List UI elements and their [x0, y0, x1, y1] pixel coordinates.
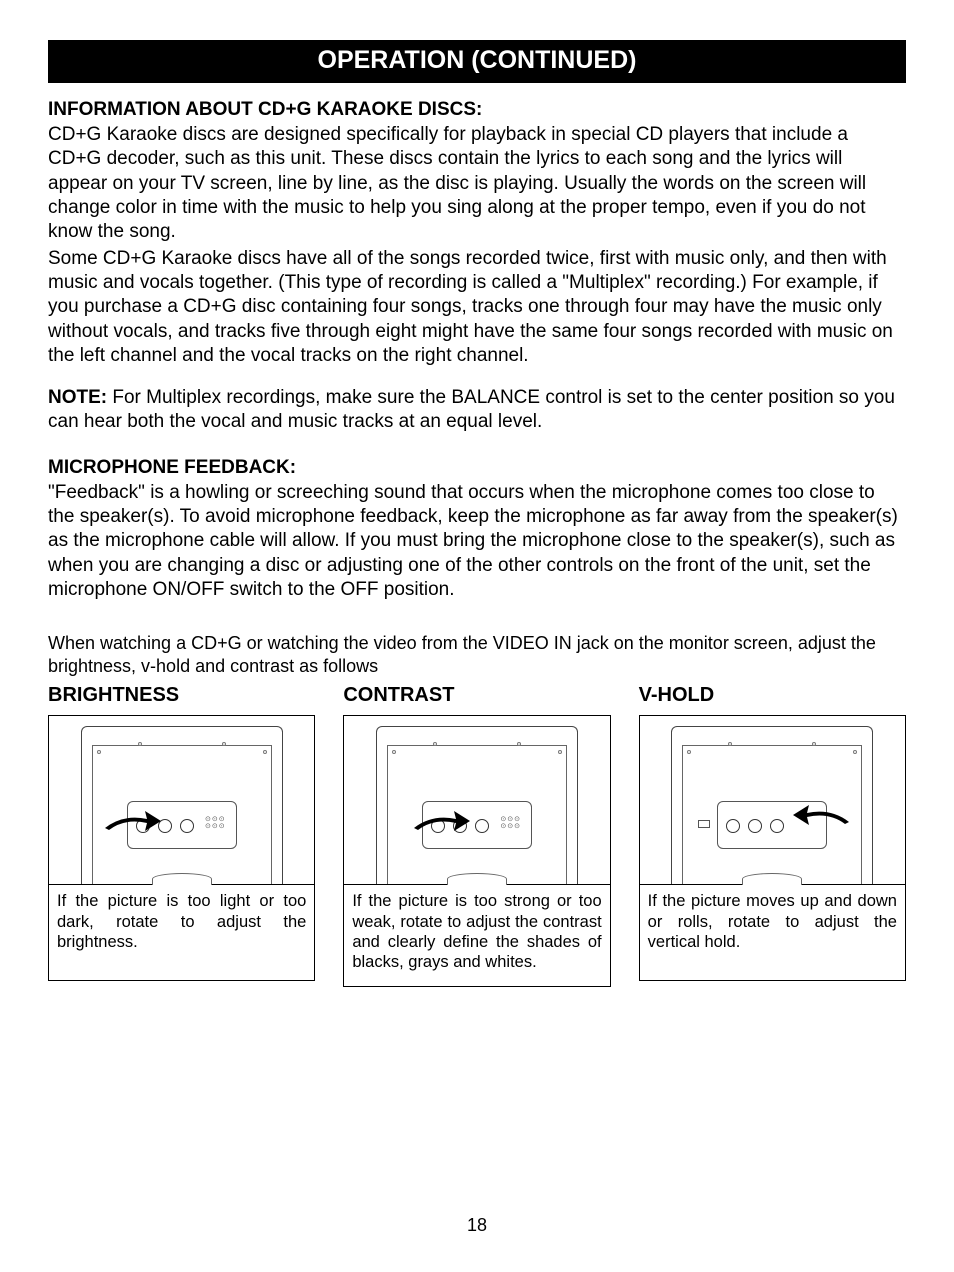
note-text: For Multiplex recordings, make sure the … — [48, 387, 895, 432]
screw-icon — [853, 750, 857, 754]
page-number: 18 — [0, 1215, 954, 1236]
base-curve — [152, 873, 212, 885]
dial-icon — [770, 819, 784, 833]
vhold-desc: If the picture moves up and down or roll… — [639, 885, 906, 981]
arrow-right-icon — [412, 808, 472, 834]
device-inner: ⊙⊙⊙⊙⊙⊙ — [387, 745, 567, 884]
base-curve — [742, 873, 802, 885]
note-label: NOTE: — [48, 387, 107, 408]
cdg-para1: CD+G Karaoke discs are designed specific… — [48, 123, 906, 245]
feedback-section: MICROPHONE FEEDBACK: "Feedback" is a how… — [48, 457, 906, 603]
device-outline: ⊙⊙⊙⊙⊙⊙ — [376, 726, 578, 884]
cdg-heading: INFORMATION ABOUT CD+G KARAOKE DISCS: — [48, 99, 906, 121]
vhold-column: V-HOLD — [639, 684, 906, 987]
cdg-para2: Some CD+G Karaoke discs have all of the … — [48, 247, 906, 369]
dial-icon — [726, 819, 740, 833]
base-curve — [447, 873, 507, 885]
brightness-desc: If the picture is too light or too dark,… — [48, 885, 315, 981]
contrast-column: CONTRAST ⊙⊙⊙⊙⊙⊙ — [343, 684, 610, 987]
vhold-port-icon — [698, 820, 710, 828]
screw-icon — [558, 750, 562, 754]
adjust-intro: When watching a CD+G or watching the vid… — [48, 632, 906, 678]
dot-grid-icon: ⊙⊙⊙⊙⊙⊙ — [205, 816, 226, 830]
screw-icon — [392, 750, 396, 754]
contrast-diagram: ⊙⊙⊙⊙⊙⊙ — [343, 715, 610, 885]
contrast-desc: If the picture is too strong or too weak… — [343, 885, 610, 987]
screw-icon — [97, 750, 101, 754]
note-block: NOTE: For Multiplex recordings, make sur… — [48, 386, 906, 435]
screw-icon — [812, 742, 816, 746]
dial-icon — [180, 819, 194, 833]
dial-icon — [475, 819, 489, 833]
device-inner — [682, 745, 862, 884]
brightness-diagram: ⊙⊙⊙⊙⊙⊙ — [48, 715, 315, 885]
device-outline — [671, 726, 873, 884]
screw-icon — [263, 750, 267, 754]
dial-icon — [748, 819, 762, 833]
contrast-title: CONTRAST — [343, 684, 610, 707]
feedback-text: "Feedback" is a howling or screeching so… — [48, 481, 906, 603]
screw-icon — [687, 750, 691, 754]
dot-grid-icon: ⊙⊙⊙⊙⊙⊙ — [500, 816, 521, 830]
arrow-left-icon — [791, 802, 851, 828]
controls-row: BRIGHTNESS ⊙⊙⊙⊙⊙⊙ — [48, 684, 906, 987]
screw-icon — [433, 742, 437, 746]
brightness-title: BRIGHTNESS — [48, 684, 315, 707]
screw-icon — [138, 742, 142, 746]
screw-icon — [728, 742, 732, 746]
arrow-right-icon — [103, 808, 163, 834]
vhold-diagram — [639, 715, 906, 885]
feedback-heading: MICROPHONE FEEDBACK: — [48, 457, 906, 479]
vhold-title: V-HOLD — [639, 684, 906, 707]
brightness-column: BRIGHTNESS ⊙⊙⊙⊙⊙⊙ — [48, 684, 315, 987]
screw-icon — [517, 742, 521, 746]
device-outline: ⊙⊙⊙⊙⊙⊙ — [81, 726, 283, 884]
cdg-section: INFORMATION ABOUT CD+G KARAOKE DISCS: CD… — [48, 99, 906, 368]
screw-icon — [222, 742, 226, 746]
device-inner: ⊙⊙⊙⊙⊙⊙ — [92, 745, 272, 884]
page-header: OPERATION (CONTINUED) — [48, 40, 906, 83]
